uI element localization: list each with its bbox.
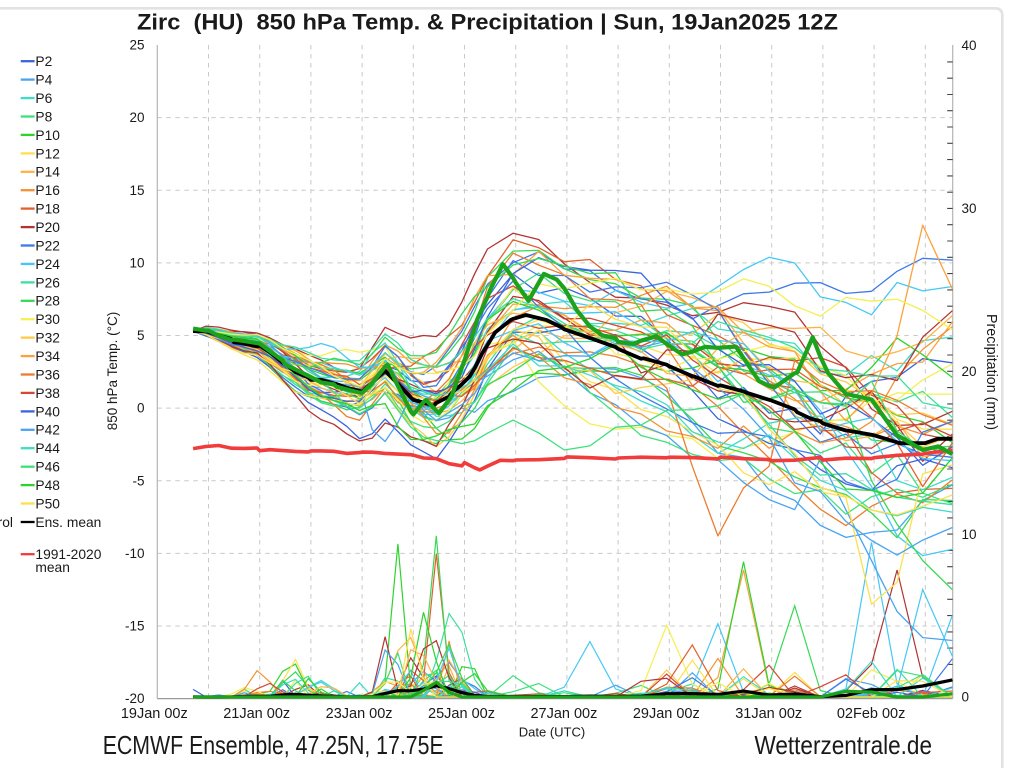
svg-text:25: 25: [129, 38, 144, 53]
svg-text:P22: P22: [35, 238, 60, 253]
svg-text:P8: P8: [35, 109, 52, 124]
svg-text:27Jan 00z: 27Jan 00z: [530, 706, 597, 722]
svg-text:ECMWF Ensemble, 47.25N, 17.75E: ECMWF Ensemble, 47.25N, 17.75E: [103, 730, 444, 760]
svg-text:Date (UTC): Date (UTC): [519, 725, 585, 740]
svg-text:Wetterzentrale.de: Wetterzentrale.de: [755, 730, 933, 760]
svg-text:P48: P48: [35, 478, 60, 493]
svg-text:P12: P12: [35, 146, 60, 161]
svg-text:10: 10: [962, 527, 977, 542]
svg-text:P34: P34: [35, 349, 60, 364]
svg-text:P4: P4: [35, 73, 52, 88]
svg-text:P38: P38: [35, 386, 60, 401]
svg-text:P26: P26: [35, 275, 60, 290]
svg-text:-10: -10: [125, 546, 145, 561]
svg-text:P40: P40: [35, 404, 60, 419]
svg-text:P30: P30: [35, 312, 60, 327]
svg-text:P10: P10: [35, 128, 60, 143]
svg-text:30: 30: [962, 201, 977, 216]
svg-text:P50: P50: [35, 496, 60, 511]
svg-text:P46: P46: [35, 460, 60, 475]
svg-text:P32: P32: [35, 331, 60, 346]
svg-text:-5: -5: [132, 473, 144, 488]
svg-text:0: 0: [962, 690, 970, 705]
svg-text:P24: P24: [35, 257, 60, 272]
svg-text:P44: P44: [35, 441, 60, 456]
svg-text:31Jan 00z: 31Jan 00z: [735, 706, 802, 722]
svg-text:19Jan 00z: 19Jan 00z: [121, 706, 188, 722]
svg-text:P42: P42: [35, 423, 60, 438]
svg-text:5: 5: [137, 328, 145, 343]
svg-text:P36: P36: [35, 367, 60, 382]
svg-text:Ens. mean: Ens. mean: [35, 515, 101, 530]
svg-text:P28: P28: [35, 294, 60, 309]
svg-text:25Jan 00z: 25Jan 00z: [428, 706, 495, 722]
svg-text:-15: -15: [125, 619, 145, 634]
svg-text:21Jan 00z: 21Jan 00z: [223, 706, 290, 722]
svg-text:-20: -20: [125, 691, 145, 706]
svg-text:40: 40: [962, 38, 977, 53]
svg-text:15: 15: [129, 183, 144, 198]
svg-text:20: 20: [129, 110, 144, 125]
svg-text:Precipitation (mm): Precipitation (mm): [983, 314, 999, 430]
svg-text:P14: P14: [35, 165, 60, 180]
svg-text:P6: P6: [35, 91, 52, 106]
svg-text:10: 10: [129, 256, 144, 271]
svg-text:0: 0: [137, 401, 145, 416]
svg-text:Zirc (HU) 850 hPa Temp. & Pr: Zirc (HU) 850 hPa Temp. & Precipitation …: [137, 10, 838, 35]
svg-text:850 hPa Temp. (°C): 850 hPa Temp. (°C): [105, 312, 120, 430]
svg-text:Control: Control: [0, 515, 13, 530]
svg-text:20: 20: [962, 364, 977, 379]
svg-text:02Feb 00z: 02Feb 00z: [837, 706, 906, 722]
svg-text:P16: P16: [35, 183, 60, 198]
svg-text:P20: P20: [35, 220, 60, 235]
svg-text:29Jan 00z: 29Jan 00z: [633, 706, 700, 722]
svg-text:P2: P2: [35, 54, 52, 69]
svg-text:mean: mean: [35, 560, 70, 575]
svg-text:23Jan 00z: 23Jan 00z: [326, 706, 393, 722]
svg-text:P18: P18: [35, 202, 60, 217]
svg-text:1991-2020: 1991-2020: [35, 547, 101, 562]
